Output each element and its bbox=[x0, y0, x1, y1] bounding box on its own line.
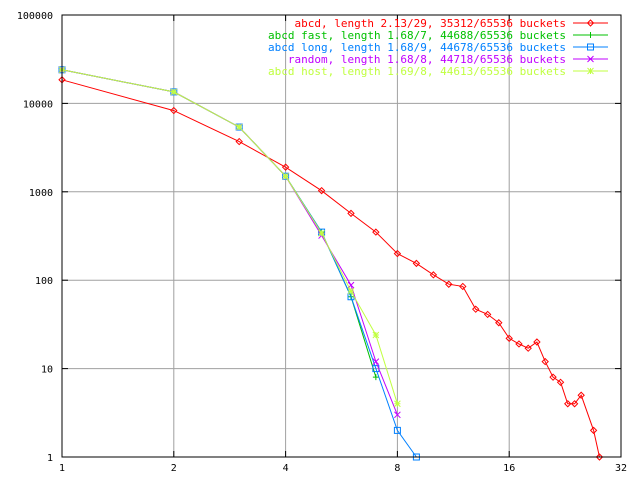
series-line bbox=[61, 79, 600, 458]
y-tick-label: 10000 bbox=[23, 99, 53, 110]
data-point-diamond bbox=[483, 310, 492, 319]
data-point-diamond bbox=[505, 334, 513, 343]
axis-ticks: 1 2 4 8 16 32 1 10 100 1000 10000 100000 bbox=[17, 11, 627, 474]
legend-label: abcd host, length 1.69/8, 44613/65536 bu… bbox=[268, 65, 566, 78]
data-point-star bbox=[394, 400, 401, 408]
grid-lines bbox=[62, 15, 621, 457]
series-line bbox=[61, 69, 398, 404]
series-2 bbox=[59, 66, 379, 381]
y-tick-label: 1 bbox=[47, 453, 53, 464]
x-tick-label: 32 bbox=[615, 463, 627, 474]
data-point-star bbox=[372, 331, 380, 339]
data-point-diamond bbox=[372, 228, 380, 236]
series-1 bbox=[58, 76, 604, 461]
data-point-diamond bbox=[595, 453, 604, 461]
data-point-diamond bbox=[347, 209, 355, 218]
plot-frame bbox=[61, 14, 622, 458]
data-point-diamond bbox=[495, 319, 503, 327]
data-point-diamond bbox=[549, 373, 557, 381]
data-point-diamond bbox=[472, 305, 480, 313]
series-5 bbox=[58, 66, 401, 408]
data-point-diamond bbox=[459, 282, 467, 291]
legend: abcd, length 2.13/29, 35312/65536 bucket… bbox=[268, 17, 608, 78]
series-layer bbox=[58, 66, 604, 461]
data-point-star bbox=[170, 88, 178, 96]
data-point-diamond bbox=[445, 280, 453, 288]
data-point-diamond bbox=[586, 19, 595, 27]
y-tick-label: 100000 bbox=[17, 11, 53, 22]
data-point-diamond bbox=[170, 106, 178, 115]
data-point-diamond bbox=[541, 357, 549, 366]
data-point-diamond bbox=[429, 271, 438, 279]
data-point-diamond bbox=[533, 338, 541, 346]
y-tick-label: 1000 bbox=[29, 188, 53, 199]
legend-label: abcd long, length 1.68/9, 44678/65536 bu… bbox=[268, 41, 566, 54]
data-point-diamond bbox=[556, 378, 565, 387]
data-point-square bbox=[587, 43, 594, 51]
data-point-cross bbox=[394, 411, 401, 419]
y-tick-label: 100 bbox=[35, 276, 53, 287]
data-point-cross bbox=[372, 358, 380, 365]
data-point-plus bbox=[372, 374, 379, 381]
data-point-diamond bbox=[317, 186, 326, 195]
data-point-star bbox=[587, 67, 594, 75]
x-tick-label: 1 bbox=[59, 463, 65, 474]
data-point-star bbox=[347, 287, 355, 295]
data-point-diamond bbox=[515, 340, 523, 348]
data-point-diamond bbox=[570, 400, 579, 408]
data-point-diamond bbox=[577, 391, 585, 399]
data-point-star bbox=[235, 123, 243, 131]
data-point-star bbox=[318, 229, 325, 237]
data-point-diamond bbox=[281, 163, 290, 171]
data-point-diamond bbox=[524, 344, 532, 352]
x-tick-label: 8 bbox=[394, 463, 400, 474]
data-point-square bbox=[393, 426, 401, 434]
x-tick-label: 4 bbox=[283, 463, 289, 474]
x-tick-label: 2 bbox=[171, 463, 177, 474]
legend-label: random, length 1.68/8, 44718/65536 bucke… bbox=[288, 53, 566, 66]
data-point-star bbox=[282, 172, 289, 180]
data-point-cross bbox=[587, 55, 594, 63]
series-4 bbox=[58, 66, 401, 419]
data-point-diamond bbox=[412, 259, 421, 268]
data-point-plus bbox=[587, 32, 594, 38]
y-tick-label: 10 bbox=[41, 365, 53, 376]
data-point-diamond bbox=[235, 137, 243, 146]
data-point-diamond bbox=[589, 426, 598, 435]
x-tick-label: 16 bbox=[503, 463, 515, 474]
legend-label: abcd, length 2.13/29, 35312/65536 bucket… bbox=[294, 17, 566, 30]
data-point-diamond bbox=[393, 249, 402, 258]
data-point-diamond bbox=[564, 400, 572, 408]
legend-label: abcd fast, length 1.68/7, 44688/65536 bu… bbox=[268, 29, 566, 42]
